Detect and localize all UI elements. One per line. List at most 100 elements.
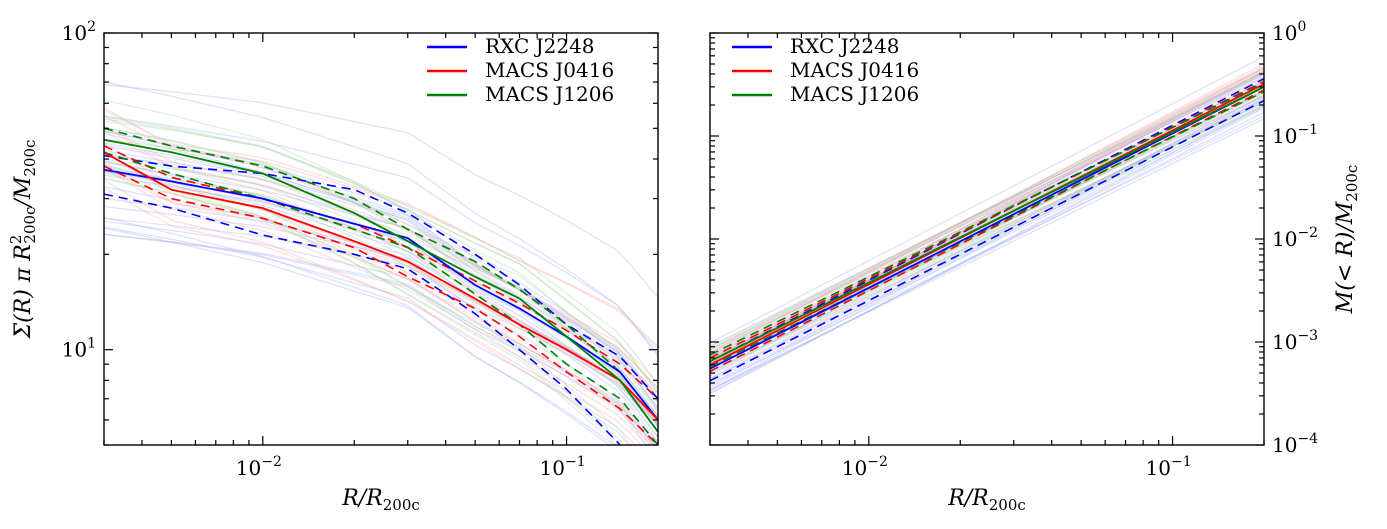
realization-line: [710, 99, 1264, 372]
legend-label: MACS J1206: [485, 82, 614, 106]
realization-line: [710, 94, 1264, 366]
realization-line: [104, 127, 658, 423]
realization-line: [104, 99, 658, 412]
realization-line: [104, 179, 637, 445]
realization-line: [104, 115, 658, 355]
realization-line: [104, 142, 658, 402]
realization-line: [104, 198, 658, 427]
realization-line: [104, 167, 658, 416]
y-tick-label: 101: [62, 336, 96, 362]
realization-line: [104, 178, 632, 445]
legend-label: RXC J2248: [790, 34, 900, 58]
realization-line: [104, 151, 653, 445]
realization-line: [710, 71, 1264, 348]
y-tick-label: 10−2: [1272, 225, 1318, 251]
series-bound-lower: [710, 90, 1264, 368]
series-bound-upper: [104, 127, 658, 421]
plot-area: [710, 55, 1264, 395]
realization-line: [104, 138, 658, 403]
realization-line: [104, 125, 658, 383]
series-bound-upper: [710, 81, 1264, 356]
realization-line: [104, 116, 658, 394]
realization-line: [104, 226, 630, 445]
realization-line: [104, 174, 658, 422]
y-tick-label: 100: [1272, 19, 1306, 45]
realization-line: [104, 176, 621, 445]
realization-line: [710, 107, 1264, 394]
realization-line: [104, 115, 658, 348]
realization-line: [104, 227, 616, 445]
realization-line: [104, 187, 643, 445]
x-axis-label: R/R200c: [947, 486, 1026, 514]
realization-line: [710, 65, 1264, 353]
realization-line: [710, 83, 1264, 351]
series-line: [104, 168, 658, 421]
realization-line: [710, 55, 1264, 344]
realization-line: [710, 106, 1264, 385]
series-bound-lower: [104, 151, 658, 445]
y-ticks: [710, 32, 1264, 446]
x-tick-label: 10−2: [842, 454, 888, 480]
realization-line: [104, 149, 658, 403]
panel-surface-density: 10−2 10−1 101 102 R/R200c Σ(R) π R2200c/M200c…: [7, 19, 659, 514]
legend-label: MACS J0416: [790, 58, 919, 82]
series-line: [710, 86, 1264, 370]
realization-line: [710, 94, 1264, 388]
realization-line: [104, 144, 658, 404]
realization-line: [104, 120, 658, 385]
legend-label: MACS J1206: [790, 82, 919, 106]
realization-line: [104, 233, 651, 445]
realization-line: [710, 68, 1264, 363]
realization-line: [104, 233, 655, 445]
realization-line: [710, 63, 1264, 356]
realization-line: [104, 118, 658, 393]
realization-line: [710, 73, 1264, 353]
realization-line: [710, 73, 1264, 348]
realization-line: [104, 83, 658, 298]
realization-line: [710, 67, 1264, 355]
realization-line: [104, 125, 658, 424]
realization-line: [710, 98, 1264, 377]
realization-line: [104, 169, 658, 443]
y-tick-label: 10−4: [1272, 431, 1318, 457]
series-line: [104, 151, 658, 421]
series-bound-upper: [710, 77, 1264, 363]
realization-line: [710, 91, 1264, 374]
realization-line: [710, 67, 1264, 357]
y-tick-label: 10−1: [1272, 122, 1318, 148]
realization-line: [104, 81, 658, 357]
realization-line: [104, 127, 658, 425]
panel-enclosed-mass: 10−2 10−1 10−4 10−3 10−2 10−1 100 R/R200c M(< R)…: [709, 19, 1361, 514]
x-tick-label: 10−2: [236, 454, 282, 480]
series-line: [104, 138, 658, 433]
realization-line: [104, 164, 625, 445]
realization-line: [104, 171, 618, 445]
realization-line: [710, 74, 1264, 358]
realization-line: [710, 76, 1264, 351]
legend-label: MACS J0416: [485, 58, 614, 82]
y-axis-label: Σ(R) π R2200c/M200c: [7, 140, 39, 340]
series-bound-upper: [104, 154, 658, 400]
x-ticks: [103, 33, 659, 445]
realization-line: [710, 71, 1264, 350]
realization-line: [710, 115, 1264, 386]
realization-line: [710, 66, 1264, 351]
realization-line: [710, 69, 1264, 361]
x-ticks: [709, 33, 1265, 445]
legend-label: RXC J2248: [485, 34, 595, 58]
realization-line: [104, 217, 658, 431]
y-ticks: [104, 32, 658, 446]
realization-line: [104, 162, 658, 443]
realization-line: [710, 118, 1264, 391]
realization-line: [104, 158, 658, 426]
series-line: [710, 86, 1264, 363]
realization-line: [104, 220, 655, 445]
realization-line: [104, 133, 658, 418]
realization-line: [104, 130, 658, 399]
realization-line: [104, 162, 658, 409]
x-axis-label: R/R200c: [341, 486, 420, 514]
